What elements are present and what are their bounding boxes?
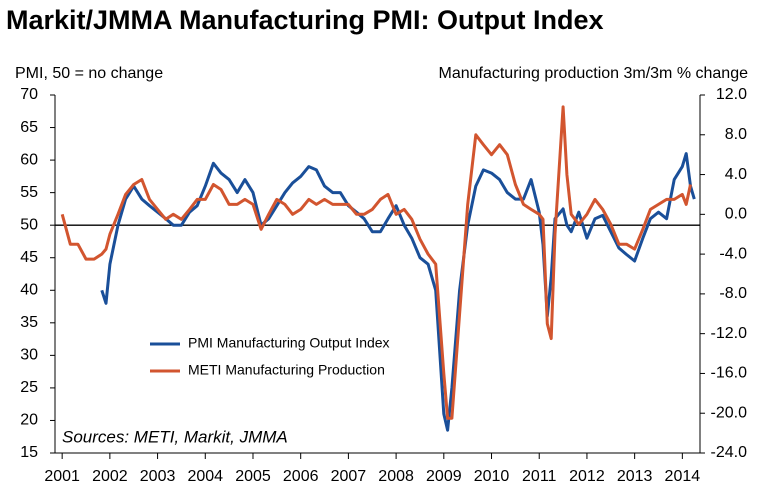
x-tick-label: 2014 xyxy=(665,468,701,485)
x-tick-label: 2009 xyxy=(426,468,462,485)
y-tick-label: 40 xyxy=(20,281,38,298)
x-tick-label: 2006 xyxy=(283,468,319,485)
y-tick-label: 45 xyxy=(20,249,38,266)
y2-tick-label: -24.0 xyxy=(711,444,748,461)
x-tick-label: 2008 xyxy=(378,468,414,485)
y-tick-label: 35 xyxy=(20,314,38,331)
y-tick-label: 65 xyxy=(20,119,38,136)
legend-label: PMI Manufacturing Output Index xyxy=(188,335,390,351)
x-tick-label: 2012 xyxy=(569,468,605,485)
x-tick-label: 2007 xyxy=(331,468,367,485)
y2-tick-label: -16.0 xyxy=(711,365,748,382)
x-tick-label: 2003 xyxy=(140,468,176,485)
data-line xyxy=(100,152,696,432)
y2-tick-label: -4.0 xyxy=(719,245,747,262)
y2-tick-label: 8.0 xyxy=(725,126,747,143)
legend-label: METI Manufacturing Production xyxy=(188,362,385,378)
annotation: Sources: METI, Markit, JMMA xyxy=(62,427,288,446)
y2-tick-label: 4.0 xyxy=(725,166,747,183)
x-tick-label: 2005 xyxy=(235,468,271,485)
y2-tick-label: -20.0 xyxy=(711,404,748,421)
y-tick-label: 70 xyxy=(20,86,38,103)
y2-tick-label: 0.0 xyxy=(725,206,747,223)
y-tick-label: 25 xyxy=(20,379,38,396)
y2-tick-label: 12.0 xyxy=(716,86,747,103)
x-tick-label: 2004 xyxy=(187,468,223,485)
y2-tick-label: -12.0 xyxy=(711,325,748,342)
chart-title: Markit/JMMA Manufacturing PMI: Output In… xyxy=(6,5,604,35)
y-tick-label: 50 xyxy=(20,216,38,233)
x-tick-label: 2010 xyxy=(474,468,510,485)
x-tick-label: 2002 xyxy=(92,468,128,485)
x-tick-label: 2011 xyxy=(522,468,557,485)
y2-axis-label: Manufacturing production 3m/3m % change xyxy=(438,65,748,82)
x-tick-label: 2013 xyxy=(617,468,653,485)
y2-tick-label: -8.0 xyxy=(719,285,747,302)
data-line xyxy=(60,105,692,420)
x-tick-label: 2001 xyxy=(44,468,80,485)
y-axis-label: PMI, 50 = no change xyxy=(15,65,163,82)
y-tick-label: 15 xyxy=(20,444,38,461)
y-tick-label: 30 xyxy=(20,347,38,364)
y-tick-label: 60 xyxy=(20,151,38,168)
y-tick-label: 20 xyxy=(20,412,38,429)
y-tick-label: 55 xyxy=(20,184,38,201)
